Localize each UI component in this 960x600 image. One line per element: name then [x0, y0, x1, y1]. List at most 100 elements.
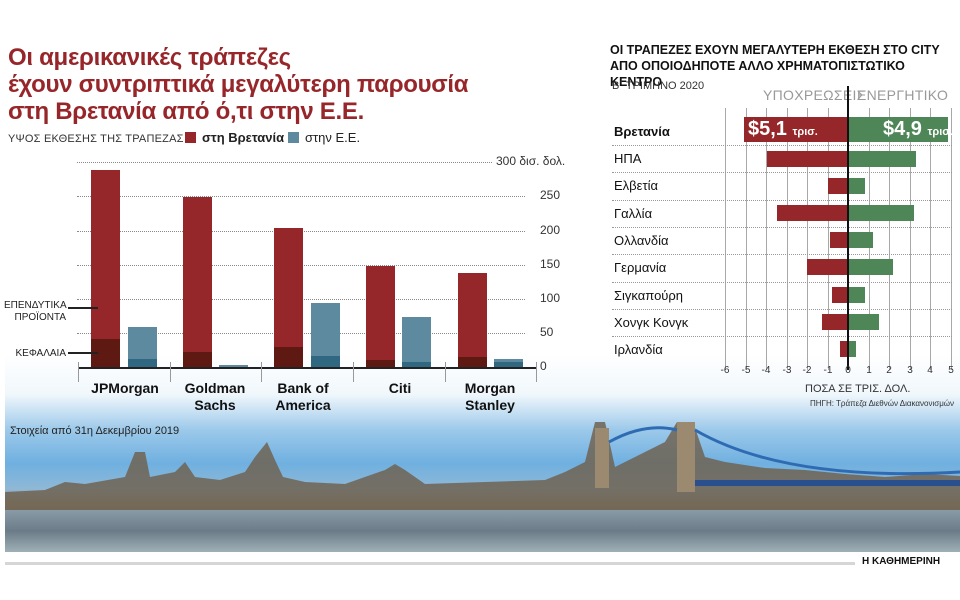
london-skyline-photo [5, 355, 960, 552]
callout-capital: ΚΕΦΑΛΑΙΑ [15, 348, 67, 359]
vgrid--2 [807, 108, 808, 370]
country-label-switzerland: Ελβετία [614, 178, 658, 193]
x-tick: 3 [907, 365, 913, 376]
country-label-singapore: Σιγκαπούρη [614, 288, 684, 303]
vgrid-3 [910, 108, 911, 370]
x-tick: -5 [741, 365, 751, 376]
x-tick: 2 [886, 365, 892, 376]
bar-uk-liabilities [744, 117, 848, 142]
legend-swatch-eu [288, 132, 299, 143]
vgrid--1 [828, 108, 829, 370]
header-liabilities: ΥΠΟΧΡΕΩΣΕΙΣ [763, 87, 866, 103]
country-label-germany: Γερμανία [614, 260, 667, 275]
y-tick-200: 200 [540, 223, 561, 237]
title-line: ΟΙ ΤΡΑΠΕΖΕΣ ΕΧΟΥΝ ΜΕΓΑΛΥΤΕΡΗ ΕΚΘΕΣΗ ΣΤΟ … [610, 43, 940, 57]
x-tick: -4 [761, 365, 771, 376]
vgrid-2 [889, 108, 890, 370]
x-axis-label: ΠΟΣΑ ΣΕ ΤΡΙΣ. ΔΟΛ. [805, 383, 911, 395]
left-chart-subtitle: ΥΨΟΣ ΕΚΘΕΣΗΣ ΤΗΣ ΤΡΑΠΕΖΑΣ [8, 133, 184, 145]
country-label-uk: Βρετανία [614, 124, 670, 139]
country-label-hongkong: Χονγκ Κονγκ [614, 315, 689, 330]
header-assets: ΕΝΕΡΓΗΤΙΚΟ [857, 87, 949, 103]
bar-netherlands-liabilities [830, 232, 848, 248]
bar-citi-eu [402, 317, 431, 367]
title-line: στη Βρετανία από ό,τι στην Ε.Ε. [8, 98, 364, 125]
bar-citi-eu-capital [402, 362, 431, 367]
y-tick-250: 250 [540, 188, 561, 202]
country-label-netherlands: Ολλανδία [614, 233, 669, 248]
row-divider [612, 282, 952, 283]
row-divider [612, 172, 952, 173]
bar-hongkong-assets [848, 314, 879, 330]
bar-morganstanley-eu-capital [494, 362, 523, 367]
category-label-jpmorgan: JPMorgan [91, 380, 159, 396]
y-tick-50: 50 [540, 325, 554, 339]
category-separator [536, 362, 537, 382]
category-separator [353, 362, 354, 382]
vgrid--3 [787, 108, 788, 370]
gridline-250 [77, 196, 525, 197]
category-separator [170, 362, 171, 382]
bar-switzerland-assets [848, 178, 865, 194]
callout-leader-capital [68, 352, 98, 354]
bar-usa-assets [848, 151, 916, 167]
source-note: ΠΗΓΗ: Τράπεζα Διεθνών Διακανονισμών [810, 399, 955, 408]
legend-item-eu: στην Ε.Ε. [288, 130, 360, 145]
category-label-goldman: Goldman Sachs [184, 380, 246, 413]
bar-usa-liabilities [767, 151, 848, 167]
skyline-silhouette-icon [5, 422, 960, 512]
y-tick-100: 100 [540, 291, 561, 305]
data-date-note: Στοιχεία από 31η Δεκεμβρίου 2019 [10, 425, 180, 437]
left-chart-title: Οι αμερικανικές τράπεζες έχουν συντριπτι… [8, 44, 478, 125]
bar-bofa-uk-capital [274, 347, 303, 367]
x-tick: -2 [802, 365, 812, 376]
row-divider [612, 254, 952, 255]
row-divider [612, 227, 952, 228]
x-tick: -6 [720, 365, 730, 376]
footer-rule [5, 562, 855, 565]
bar-netherlands-assets [848, 232, 873, 248]
legend-swatch-uk [185, 132, 196, 143]
legend-label-eu: στην Ε.Ε. [305, 130, 361, 145]
bar-morganstanley-uk-capital [458, 357, 487, 367]
row-divider [612, 145, 952, 146]
bar-goldman-eu [219, 365, 248, 367]
x-tick: 1 [866, 365, 872, 376]
vgrid--4 [766, 108, 767, 370]
category-label-morganstanley: Morgan Stanley [464, 380, 516, 413]
legend-item-uk: στη Βρετανία [185, 130, 284, 145]
bar-jpmorgan-uk [91, 170, 120, 367]
row-divider [612, 200, 952, 201]
legend-label-uk: στη Βρετανία [202, 130, 285, 145]
bar-morganstanley-uk [458, 273, 487, 367]
bar-ireland-assets [848, 341, 856, 357]
bar-ireland-liabilities [840, 341, 848, 357]
bar-bofa-eu-capital [311, 356, 340, 367]
callout-leader-investment [68, 307, 98, 309]
gridline-300 [77, 162, 492, 163]
bar-switzerland-liabilities [828, 178, 848, 194]
country-label-ireland: Ιρλανδία [614, 342, 663, 357]
bar-goldman-uk-capital [183, 352, 212, 367]
river-thames [5, 510, 960, 552]
vgrid-5 [951, 108, 952, 370]
country-label-france: Γαλλία [614, 206, 653, 221]
title-line: έχουν συντριπτικά μεγαλύτερη παρουσία [8, 71, 469, 98]
x-tick: 4 [927, 365, 933, 376]
zero-axis [847, 86, 849, 370]
bar-uk-assets [848, 117, 948, 142]
bar-goldman-uk [183, 197, 212, 367]
x-tick: -1 [823, 365, 833, 376]
category-label-citi: Citi [388, 380, 412, 396]
x-tick: 5 [948, 365, 954, 376]
vgrid-4 [930, 108, 931, 370]
x-tick: -3 [782, 365, 792, 376]
row-divider [612, 309, 952, 310]
brand-logo: Η ΚΑΘΗΜΕΡΙΝΗ [862, 556, 941, 567]
row-divider [612, 336, 952, 337]
vgrid--6 [725, 108, 726, 370]
bar-france-liabilities [777, 205, 848, 221]
bar-france-assets [848, 205, 914, 221]
category-label-bofa: Bank of America [275, 380, 331, 413]
y-tick-150: 150 [540, 257, 561, 271]
